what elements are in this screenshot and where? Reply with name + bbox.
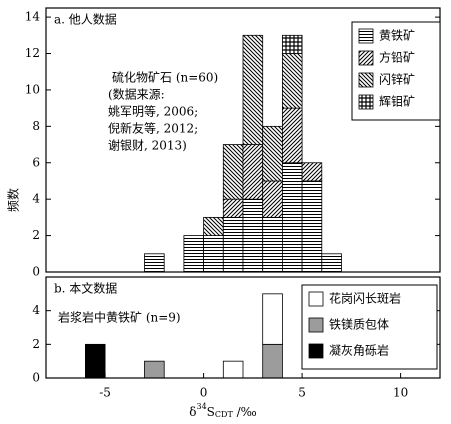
bar	[262, 180, 283, 218]
annotation: (数据来源:	[108, 87, 165, 102]
y-tick-label: 0	[32, 265, 40, 279]
bar	[242, 144, 264, 200]
bar	[144, 360, 165, 379]
bar	[242, 34, 264, 145]
y-tick-label: 0	[32, 371, 40, 385]
x-tick-label: 5	[298, 386, 306, 400]
bar	[203, 235, 224, 273]
y-tick-label: 14	[25, 10, 41, 24]
legend-label: 凝灰角砾岩	[329, 343, 389, 358]
y-tick-label: 2	[32, 228, 40, 242]
x-tick-label: 0	[200, 386, 208, 400]
bar	[222, 360, 244, 379]
annotation: 姚军明等, 2006;	[108, 105, 198, 119]
legend-label: 方铅矿	[379, 50, 415, 65]
legend-swatch	[358, 28, 374, 44]
y-tick-label: 8	[32, 119, 40, 133]
y-tick-label: 12	[25, 46, 40, 60]
bar	[281, 162, 303, 273]
legend-label: 花岗闪长斑岩	[329, 291, 401, 306]
x-tick-label: 10	[393, 386, 408, 400]
legend-label: 铁镁质包体	[329, 318, 389, 332]
bar	[203, 216, 224, 236]
legend-swatch	[358, 50, 374, 66]
legend-swatch	[358, 94, 374, 110]
x-axis-label-part: 34	[196, 402, 206, 411]
bar	[222, 144, 244, 200]
annotation: 岩浆岩中黄铁矿 (n=9)	[58, 310, 181, 325]
annotation: 谢银财, 2013)	[108, 138, 187, 153]
legend-box	[301, 284, 438, 370]
annotation: 倪新友等, 2012;	[108, 121, 198, 136]
x-tick-label: -5	[99, 386, 111, 400]
legend-swatch	[308, 291, 324, 307]
x-axis-label-part: /‰	[233, 405, 257, 419]
bar	[242, 198, 264, 273]
x-axis-label-part: CDT	[215, 410, 234, 419]
bar	[85, 343, 106, 379]
y-axis-label: 频数	[6, 188, 21, 212]
bar	[262, 293, 283, 345]
y-tick-label: 4	[32, 303, 40, 317]
x-axis-label-part: δ	[189, 405, 196, 419]
panel-label: b. 本文数据	[54, 281, 117, 296]
bar	[262, 343, 283, 379]
y-tick-label: 4	[32, 192, 40, 206]
legend-swatch	[308, 317, 324, 333]
y-tick-label: 2	[32, 337, 40, 351]
bar	[321, 253, 342, 273]
bar	[262, 216, 283, 273]
plot-frame	[45, 7, 441, 273]
plot-frame	[45, 276, 441, 379]
bar	[281, 107, 303, 164]
x-axis-label: δ34SCDT /‰	[189, 402, 257, 419]
y-tick-label: 10	[25, 82, 40, 96]
legend-swatch	[358, 72, 374, 88]
panel-label: a. 他人数据	[54, 12, 117, 27]
bar	[222, 198, 244, 218]
legend-label: 闪锌矿	[379, 73, 415, 87]
legend-label: 黄铁矿	[379, 29, 415, 43]
bar	[301, 162, 323, 182]
x-axis-label-part: S	[207, 405, 215, 419]
bar	[281, 53, 303, 109]
legend-swatch	[308, 343, 324, 359]
annotation: 硫化物矿石 (n=60)	[112, 70, 218, 85]
bar	[281, 34, 303, 54]
legend-label: 辉钼矿	[379, 95, 415, 109]
bar	[262, 125, 283, 182]
bar	[222, 216, 244, 273]
y-tick-label: 6	[32, 155, 40, 169]
bar	[301, 180, 323, 273]
bar	[144, 253, 165, 273]
bar	[183, 235, 204, 273]
